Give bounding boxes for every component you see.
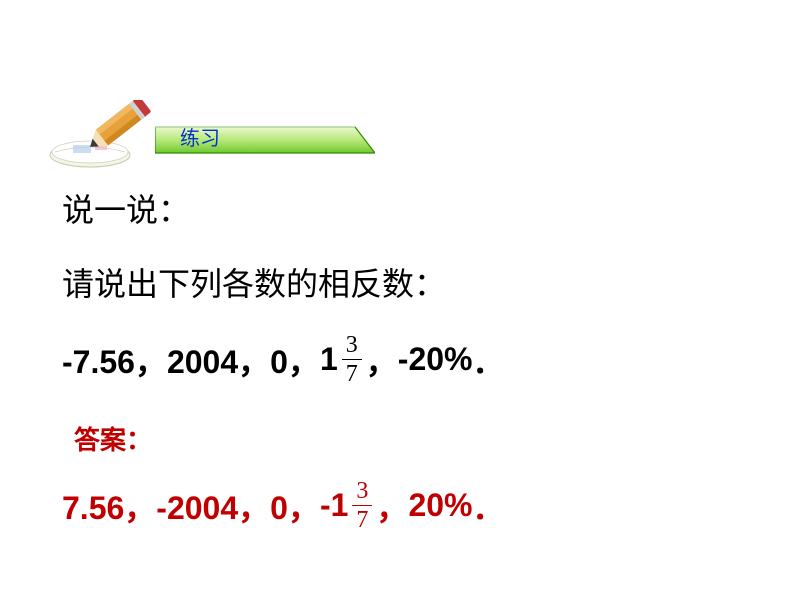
q-num-1: -7.56， <box>62 337 167 383</box>
question-numbers: -7.56， 2004， 0， 1 3 7 ， -20% ． <box>62 333 742 386</box>
a-fraction: 3 7 <box>352 479 372 532</box>
a-num-1: 7.56， <box>62 483 156 529</box>
q-num-4-whole: 1 <box>320 341 338 378</box>
a-num-3: 0， <box>270 483 320 529</box>
a-num-4-whole: -1 <box>320 487 348 524</box>
q-frac-num: 3 <box>342 333 362 359</box>
a-frac-num: 3 <box>352 479 372 505</box>
a-num-4-comma: ， <box>376 483 408 529</box>
answer-numbers: 7.56， -2004， 0， -1 3 7 ， 20% ． <box>62 479 742 532</box>
a-num-5: 20% <box>408 487 472 524</box>
pencil-book-icon <box>45 100 165 170</box>
header-label: 练习 <box>180 122 220 151</box>
q-fraction: 3 7 <box>342 333 362 386</box>
q-num-3: 0， <box>270 337 320 383</box>
q-num-2: 2004， <box>167 337 270 383</box>
q-num-5: -20% <box>398 341 473 378</box>
q-period: ． <box>472 337 504 383</box>
q-frac-den: 7 <box>342 359 362 386</box>
prompt-line-1: 说一说： <box>62 185 742 231</box>
a-num-2: -2004， <box>156 483 270 529</box>
q-num-4-comma: ， <box>366 337 398 383</box>
a-period: ． <box>472 483 504 529</box>
content-area: 说一说： 请说出下列各数的相反数： -7.56， 2004， 0， 1 3 7 … <box>62 185 742 532</box>
a-frac-den: 7 <box>352 505 372 532</box>
prompt-line-2: 请说出下列各数的相反数： <box>62 259 742 305</box>
header-banner: 练习 <box>55 100 335 160</box>
answer-label: 答案： <box>74 420 742 457</box>
